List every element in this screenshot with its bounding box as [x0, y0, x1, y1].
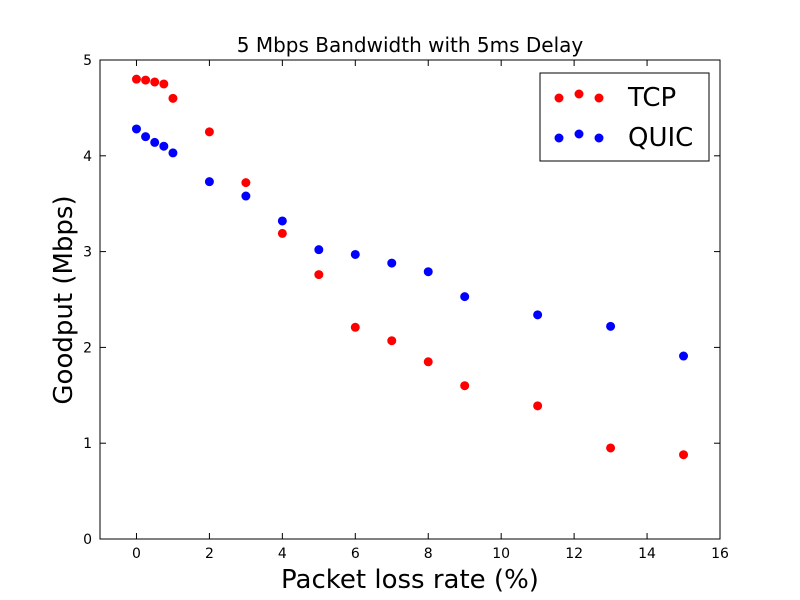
- tcp-point: [159, 79, 169, 89]
- tcp-point: [350, 322, 360, 332]
- tcp-point: [387, 336, 397, 346]
- x-tick-label: 16: [711, 546, 729, 562]
- y-tick-label: 3: [83, 245, 92, 261]
- y-tick-label: 5: [83, 53, 92, 69]
- tcp-point: [131, 74, 141, 84]
- x-axis-label: Packet loss rate (%): [281, 565, 539, 595]
- legend-box: [539, 72, 710, 162]
- quic-point: [277, 216, 287, 226]
- tcp-point: [460, 381, 470, 391]
- plot-area: [99, 59, 721, 540]
- tcp-point: [606, 443, 616, 453]
- y-tick-label: 1: [83, 436, 92, 452]
- tcp-legend-label: TCP: [627, 83, 676, 113]
- quic-point: [204, 177, 214, 187]
- quic-point: [241, 191, 251, 201]
- tcp-point: [168, 93, 178, 103]
- legend: TCP QUIC: [539, 72, 710, 162]
- quic-point: [150, 137, 160, 147]
- quic-point: [387, 258, 397, 268]
- quic-point: [159, 141, 169, 151]
- tcp-point: [150, 77, 160, 87]
- tcp-point: [314, 270, 324, 280]
- quic-point: [131, 124, 141, 134]
- tcp-point: [204, 127, 214, 137]
- x-tick-label: 14: [638, 546, 656, 562]
- y-tick-label: 4: [83, 149, 92, 165]
- quic-point: [141, 132, 151, 142]
- y-tick-label: 2: [83, 340, 92, 356]
- tcp-point: [241, 178, 251, 188]
- quic-point: [314, 245, 324, 255]
- tcp-point: [423, 357, 433, 367]
- x-tick-label: 2: [205, 546, 214, 562]
- tcp-point: [277, 228, 287, 238]
- chart-title: 5 Mbps Bandwidth with 5ms Delay: [237, 33, 584, 57]
- plot-frame: [99, 59, 721, 540]
- tcp-legend-marker: [574, 89, 584, 99]
- quic-point: [423, 267, 433, 277]
- quic-point: [533, 310, 543, 320]
- x-tick-label: 0: [132, 546, 141, 562]
- quic-legend-marker: [594, 133, 604, 143]
- quic-legend-marker: [574, 129, 584, 139]
- tcp-point: [141, 75, 151, 85]
- x-tick-label: 8: [424, 546, 433, 562]
- quic-legend-marker: [554, 133, 564, 143]
- tcp-legend-marker: [554, 93, 564, 103]
- x-axis: 0 2 4 6 8 10 12 14 16: [132, 60, 729, 562]
- x-tick-label: 12: [565, 546, 583, 562]
- x-tick-label: 10: [492, 546, 510, 562]
- quic-legend-label: QUIC: [628, 123, 693, 153]
- tcp-point: [679, 450, 689, 460]
- y-tick-label: 0: [83, 532, 92, 548]
- quic-point: [350, 249, 360, 259]
- y-axis-label: Goodput (Mbps): [49, 195, 79, 404]
- tcp-legend-marker: [594, 93, 604, 103]
- quic-point: [679, 351, 689, 361]
- quic-point: [606, 321, 616, 331]
- y-axis: 0 1 2 3 4 5: [83, 53, 720, 548]
- data-points: [131, 74, 689, 460]
- quic-point: [460, 292, 470, 302]
- tcp-point: [533, 401, 543, 411]
- x-tick-label: 4: [278, 546, 287, 562]
- quic-point: [168, 148, 178, 158]
- x-tick-label: 6: [351, 546, 360, 562]
